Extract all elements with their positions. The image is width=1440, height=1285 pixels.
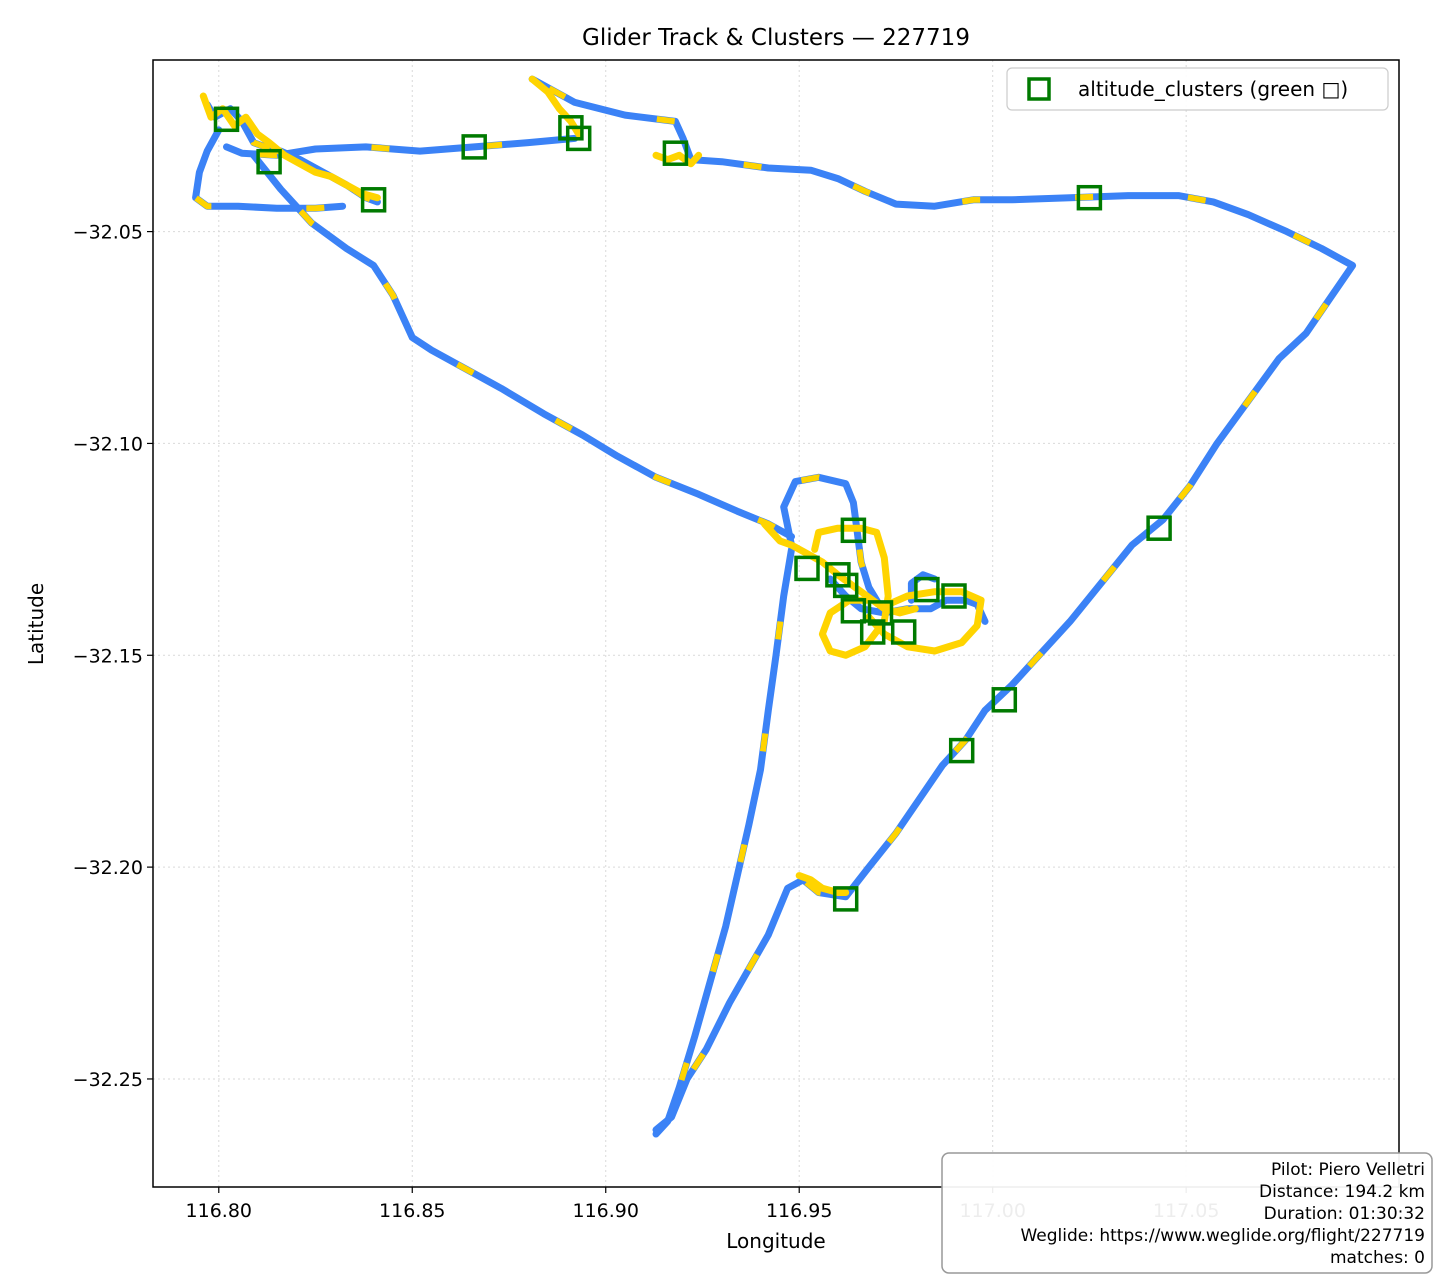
climb-southern-climb: [795, 872, 850, 896]
track-southwest-leg: [250, 151, 795, 541]
altitude-cluster-marker: [461, 134, 487, 160]
altitude-cluster-marker: [948, 737, 975, 764]
altitude-cluster-marker: [859, 619, 886, 645]
altitude-cluster-marker: [991, 687, 1018, 713]
legend: altitude_clusters (green □): [1006, 67, 1389, 111]
climb-dash-western-loop: [192, 128, 343, 212]
y-tick-label: −32.25: [73, 1069, 143, 1091]
y-axis-label: Latitude: [24, 583, 48, 665]
altitude-cluster-marker: [840, 598, 867, 624]
altitude-cluster-marker: [1146, 515, 1172, 541]
altitude-cluster-marker: [832, 886, 859, 912]
altitude-cluster-marker: [840, 517, 867, 544]
legend-cluster-marker: [1027, 77, 1051, 101]
y-tick-label: −32.20: [73, 857, 143, 879]
track-southern-leg: [652, 545, 795, 1138]
plot-frame: [152, 59, 1400, 1188]
altitude-cluster-marker: [213, 106, 240, 133]
altitude-cluster-marker: [565, 125, 592, 152]
altitude-cluster-marker: [941, 583, 967, 609]
legend-cluster-label: altitude_clusters (green □): [1078, 77, 1348, 101]
info-weglide-link[interactable]: Weglide: https://www.weglide.org/flight/…: [1020, 1226, 1425, 1246]
altitude-cluster-marker: [256, 148, 282, 175]
info-pilot: Pilot: Piero Velletri: [1271, 1160, 1425, 1180]
cluster-layer: [213, 106, 1172, 912]
climb-dash-eastern-leg: [530, 76, 1357, 1133]
altitude-cluster-marker: [914, 576, 940, 603]
info-box-frame: [941, 1152, 1433, 1274]
y-tick-label: −32.15: [73, 645, 143, 667]
altitude-cluster-marker: [832, 572, 859, 599]
legend-box: [1006, 67, 1389, 111]
info-matches: matches: 0: [1330, 1248, 1425, 1268]
climb-northern-climb: [528, 75, 583, 138]
y-axis-ticks: −32.05 −32.10 −32.15 −32.20 −32.25: [73, 222, 153, 1091]
altitude-cluster-marker: [794, 555, 820, 582]
altitude-cluster-marker: [1076, 184, 1103, 211]
info-duration: Duration: 01:30:32: [1264, 1204, 1425, 1224]
x-tick-label: 116.95: [766, 1200, 832, 1222]
track-central-loop-north: [780, 473, 888, 617]
x-tick-label: 116.80: [186, 1200, 252, 1222]
info-distance: Distance: 194.2 km: [1259, 1182, 1425, 1202]
x-tick-label: 116.90: [572, 1200, 638, 1222]
y-tick-label: −32.05: [73, 222, 143, 244]
x-tick-label: 116.85: [379, 1200, 445, 1222]
y-tick-label: −32.10: [73, 433, 143, 455]
altitude-cluster-marker: [662, 140, 689, 166]
chart-title: Glider Track & Clusters — 227719: [582, 25, 970, 51]
altitude-cluster-marker: [890, 619, 917, 645]
x-axis-label: Longitude: [726, 1229, 825, 1253]
flight-info-box: Pilot: Piero Velletri Distance: 194.2 km…: [941, 1152, 1433, 1274]
altitude-cluster-marker: [867, 600, 894, 626]
altitude-cluster-marker: [360, 187, 387, 213]
